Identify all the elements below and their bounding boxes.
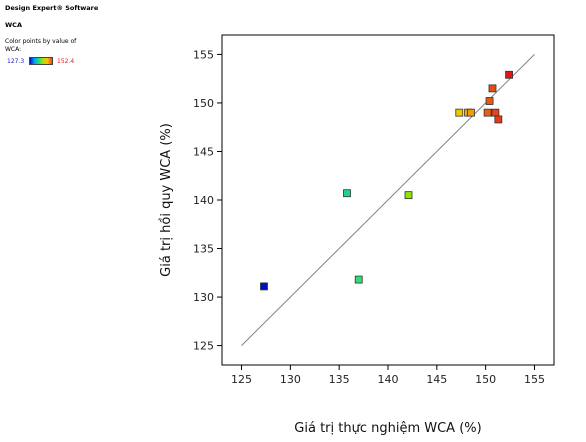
x-tick-label: 125 <box>231 373 252 386</box>
data-point <box>343 189 351 198</box>
response-name: WCA <box>5 21 22 29</box>
y-axis-title: Giá trị hồi quy WCA (%) <box>159 123 174 277</box>
scale-high-label: 152.4 <box>57 57 75 65</box>
y-tick-label: 155 <box>193 48 214 61</box>
data-point <box>494 115 503 124</box>
data-point <box>488 84 497 93</box>
y-tick-label: 145 <box>193 145 214 158</box>
x-axis-title: Giá trị thực nghiệm WCA (%) <box>294 421 481 436</box>
data-point <box>491 108 500 117</box>
x-tick-label: 145 <box>426 373 447 386</box>
y-tick-label: 130 <box>193 291 214 304</box>
axis-ticks: 125 130 135 140 145 150 155 125 130 135 140 145 150 1… <box>193 48 545 386</box>
color-scale-legend: 127.3 152.4 <box>5 57 145 65</box>
reference-line <box>241 54 535 346</box>
sidebar: Design Expert® Software WCA Color points… <box>5 4 145 65</box>
x-tick-label: 155 <box>524 373 545 386</box>
x-tick-label: 130 <box>280 373 301 386</box>
data-point <box>260 282 268 291</box>
data-point <box>455 108 464 117</box>
data-points <box>260 70 513 291</box>
data-point <box>505 70 513 79</box>
color-note: Color points by value of WCA: <box>5 38 77 53</box>
data-point <box>404 191 413 200</box>
y-tick-label: 150 <box>193 97 214 110</box>
y-tick-label: 125 <box>193 340 214 353</box>
data-point <box>483 108 492 117</box>
data-point <box>485 97 494 105</box>
x-tick-label: 135 <box>329 373 350 386</box>
software-title: Design Expert® Software <box>5 4 99 12</box>
data-point <box>467 108 475 117</box>
data-point <box>354 275 363 284</box>
y-tick-label: 135 <box>193 243 214 256</box>
x-tick-label: 140 <box>378 373 399 386</box>
x-tick-label: 150 <box>475 373 496 386</box>
scale-low-label: 127.3 <box>7 57 25 65</box>
y-tick-label: 140 <box>193 194 214 207</box>
color-gradient-bar <box>29 57 53 65</box>
